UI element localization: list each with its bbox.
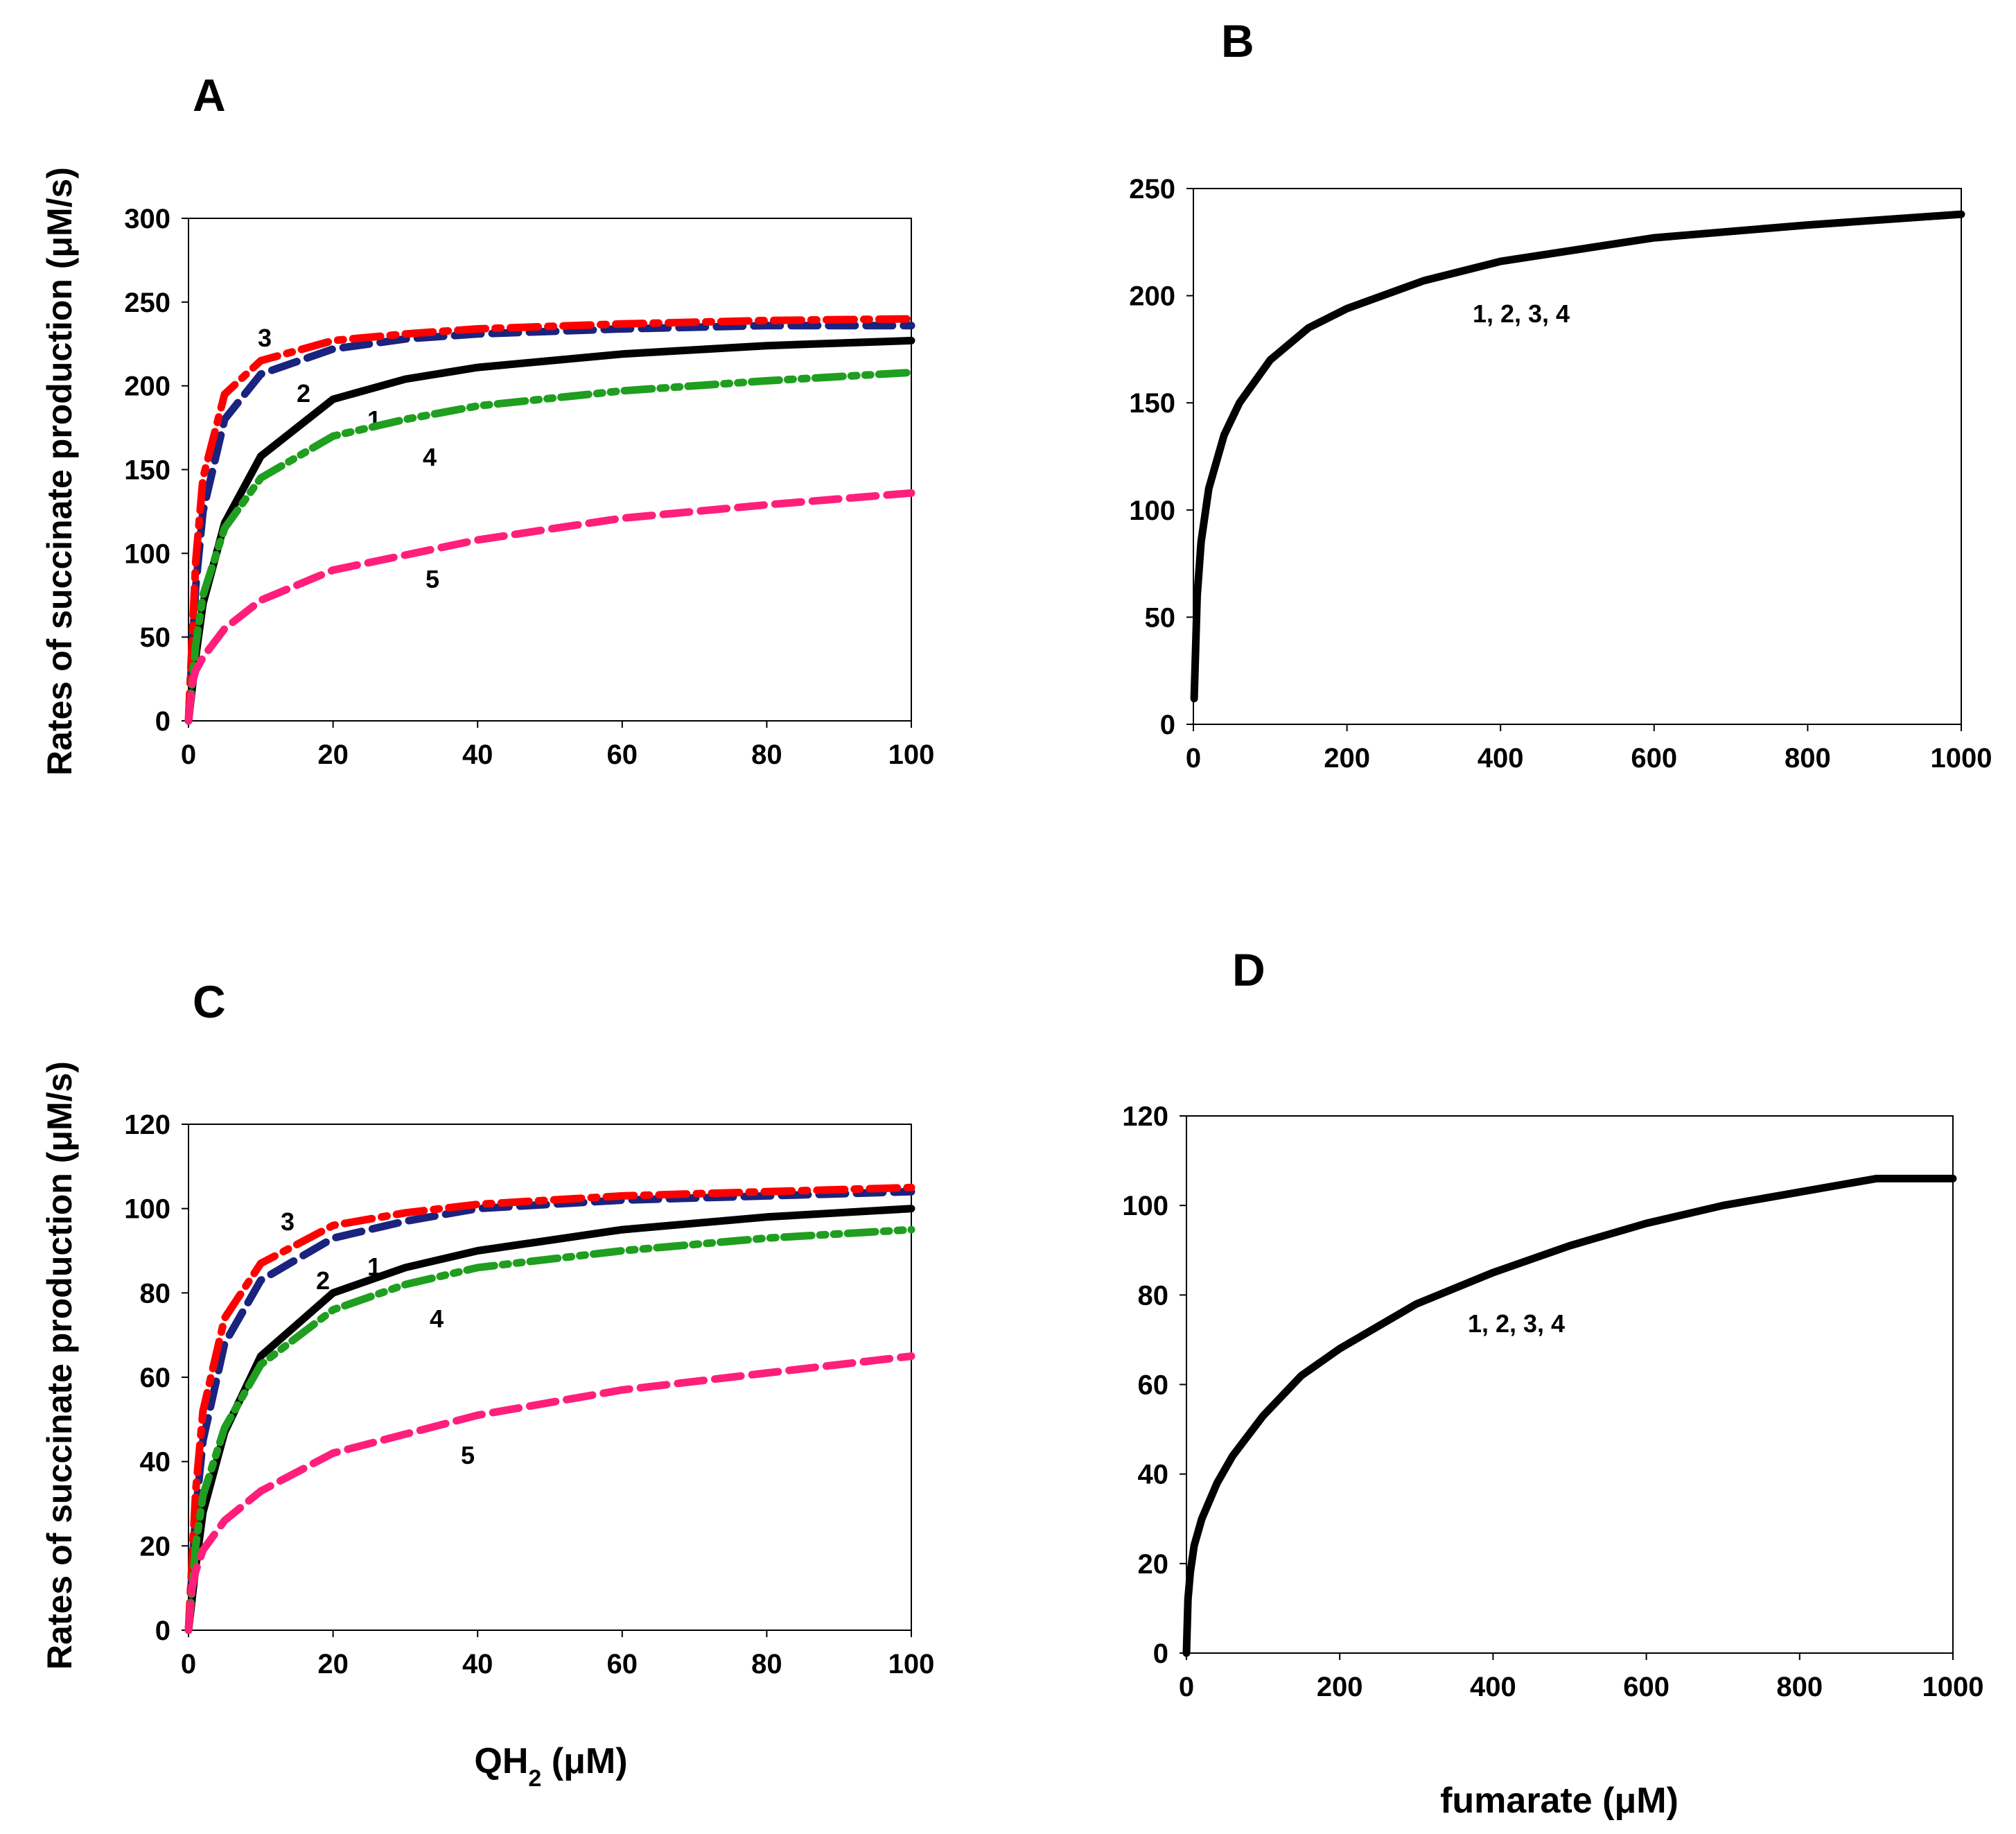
panel-label-c: C	[193, 976, 226, 1027]
y-tick-label: 100	[124, 1194, 170, 1225]
y-tick-label: 120	[1122, 1101, 1168, 1132]
plot-frame-a	[188, 218, 912, 722]
series-label-c-5: 5	[461, 1441, 475, 1469]
y-tick-label: 200	[1129, 281, 1175, 312]
series-label-a-4: 4	[423, 443, 437, 471]
plot-frame-c	[188, 1124, 912, 1631]
series-line-c-4	[184, 1225, 915, 1634]
series-line-c-5	[184, 1352, 915, 1634]
series-line-a-5	[184, 489, 915, 725]
y-tick-label: 80	[1138, 1280, 1169, 1311]
x-tick-label: 200	[1317, 1672, 1363, 1702]
y-tick-label: 60	[1138, 1370, 1169, 1401]
series-annotation-b: 1, 2, 3, 4	[1473, 299, 1570, 328]
x-tick-label: 20	[317, 740, 349, 770]
series-label-a-3: 3	[258, 324, 272, 352]
y-tick-label: 50	[140, 622, 171, 653]
x-tick-label: 400	[1470, 1672, 1516, 1702]
y-axis-label-top: Rates of succinate production (μM/s)	[40, 167, 79, 776]
y-tick-label: 80	[140, 1278, 171, 1309]
series-label-c-4: 4	[430, 1304, 444, 1333]
x-tick-label: 20	[317, 1649, 349, 1679]
x-tick-label: 40	[462, 740, 493, 770]
plot-frame-d	[1186, 1115, 1954, 1654]
x-tick-label: 80	[751, 740, 782, 770]
x-tick-label: 0	[181, 740, 196, 770]
x-tick-label: 40	[462, 1649, 493, 1679]
y-tick-label: 150	[124, 455, 170, 486]
y-tick-label: 120	[124, 1110, 170, 1140]
x-tick-label: 1000	[1931, 743, 1992, 774]
panel-label-d: D	[1232, 944, 1265, 995]
x-tick-label: 1000	[1922, 1672, 1984, 1702]
y-axis-label-bottom: Rates of succinate production (μM/s)	[40, 1061, 79, 1670]
x-tick-label: 60	[607, 740, 638, 770]
x-tick-label: 200	[1324, 743, 1370, 774]
series-label-a-5: 5	[426, 565, 439, 593]
x-axis-label-c: QH2 (μM)	[474, 1741, 627, 1792]
series-line-a-4	[184, 368, 915, 725]
x-tick-label: 0	[1179, 1672, 1194, 1702]
y-tick-label: 20	[1138, 1549, 1169, 1580]
y-tick-label: 100	[1129, 496, 1175, 526]
x-tick-label: 800	[1785, 743, 1831, 774]
y-tick-label: 60	[140, 1363, 171, 1393]
y-tick-label: 20	[140, 1531, 171, 1562]
series-line-c-1	[184, 1205, 915, 1634]
series-label-c-2: 2	[316, 1266, 330, 1295]
series-label-c-1: 1	[367, 1252, 381, 1281]
panel-label-a: A	[193, 69, 226, 121]
x-tick-label: 80	[751, 1649, 782, 1679]
series-label-c-3: 3	[281, 1207, 295, 1236]
plot-frame-b	[1193, 188, 1962, 725]
y-tick-label: 0	[155, 706, 170, 737]
y-tick-label: 200	[124, 372, 170, 402]
x-tick-label: 100	[888, 740, 935, 770]
y-tick-label: 150	[1129, 388, 1175, 419]
x-tick-label: 600	[1631, 743, 1677, 774]
panel-c: C 0 20 40 60 80 100 0 20 40 60 80 100 120 1 2 3 4 5 QH2 (μM…	[124, 976, 934, 1792]
x-tick-label: 0	[1186, 743, 1201, 774]
x-axis-label-d: fumarate (μM)	[1440, 1781, 1678, 1821]
series-annotation-d: 1, 2, 3, 4	[1468, 1309, 1565, 1338]
panel-d: D 0 200 400 600 800 1000 0 20 40 60 80 100 120 1, 2, 3…	[1122, 944, 1983, 1821]
panel-label-b: B	[1221, 15, 1254, 67]
x-tick-label: 60	[607, 1649, 638, 1679]
y-tick-label: 0	[1160, 710, 1175, 740]
series-line-b-1	[1190, 210, 1965, 703]
x-tick-label: 600	[1623, 1672, 1669, 1702]
panel-b: B 0 200 400 600 800 1000 0 50 100 150 200 250 1, 2, 3…	[1129, 15, 1992, 774]
y-tick-label: 0	[1153, 1639, 1168, 1669]
y-tick-label: 40	[140, 1447, 171, 1478]
series-label-a-2: 2	[297, 379, 310, 408]
series-line-d-1	[1182, 1174, 1957, 1657]
y-tick-label: 0	[155, 1616, 170, 1646]
y-tick-label: 40	[1138, 1460, 1169, 1490]
y-tick-label: 50	[1145, 602, 1176, 633]
y-tick-label: 250	[1129, 174, 1175, 204]
y-tick-label: 250	[124, 288, 170, 318]
x-tick-label: 400	[1478, 743, 1524, 774]
x-tick-label: 0	[181, 1649, 196, 1679]
y-tick-label: 300	[124, 204, 170, 234]
x-tick-label: 800	[1776, 1672, 1823, 1702]
series-line-c-3	[184, 1183, 915, 1634]
y-tick-label: 100	[1122, 1191, 1168, 1221]
x-tick-label: 100	[888, 1649, 935, 1679]
y-tick-label: 100	[124, 539, 170, 569]
series-line-a-3	[184, 315, 915, 725]
